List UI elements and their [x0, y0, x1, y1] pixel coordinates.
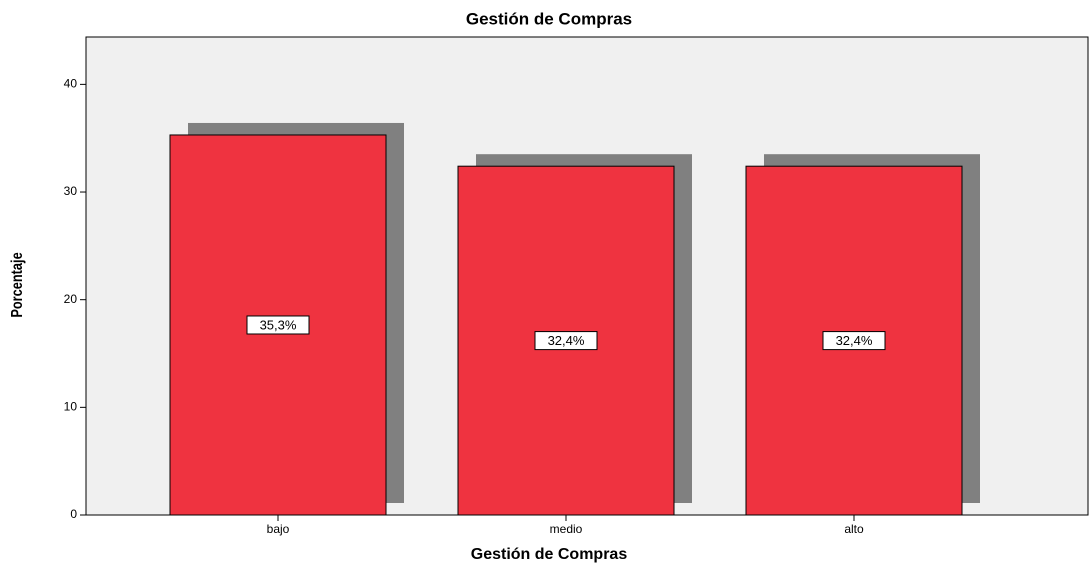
- value-label-box: [534, 331, 598, 351]
- y-tick-label: 30: [64, 184, 78, 198]
- value-label: 32,4%: [548, 333, 585, 348]
- y-tick-label: 0: [70, 507, 77, 521]
- x-tick-label: alto: [844, 522, 864, 536]
- chart-title: Gestión de Compras: [466, 9, 632, 28]
- x-tick-label: bajo: [267, 522, 290, 536]
- value-label: 32,4%: [836, 333, 873, 348]
- value-label-box: [822, 331, 886, 351]
- y-tick-label: 10: [64, 400, 78, 414]
- value-label: 35,3%: [260, 317, 297, 332]
- y-tick-label: 40: [64, 77, 78, 91]
- y-tick-label: 20: [64, 292, 78, 306]
- y-axis-title: Porcentaje: [9, 252, 27, 317]
- x-tick-label: medio: [550, 522, 583, 536]
- value-label-box: [246, 315, 310, 335]
- x-axis-title: Gestión de Compras: [471, 546, 628, 563]
